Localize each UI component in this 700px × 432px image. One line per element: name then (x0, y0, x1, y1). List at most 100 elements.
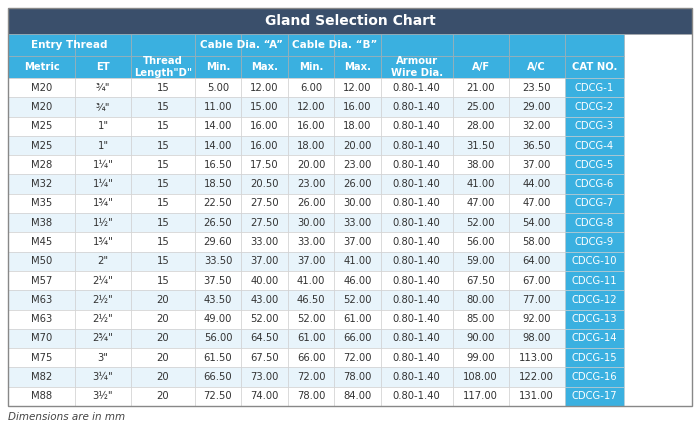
Bar (509, 271, 565, 290)
Text: 21.00: 21.00 (466, 83, 495, 92)
Text: M35: M35 (31, 198, 52, 208)
Text: 56.00: 56.00 (204, 334, 232, 343)
Text: CAT NO.: CAT NO. (571, 62, 617, 72)
Bar (75, 271, 131, 290)
Bar (75, 78, 131, 97)
Bar (335, 175, 381, 194)
Text: 47.00: 47.00 (522, 198, 551, 208)
Bar (335, 97, 381, 117)
Bar (453, 252, 509, 271)
Text: 90.00: 90.00 (466, 334, 495, 343)
Bar (241, 310, 288, 329)
Bar (8, 175, 75, 194)
Bar (131, 97, 195, 117)
Text: Gland Selection Chart: Gland Selection Chart (265, 14, 435, 28)
Text: 16.00: 16.00 (297, 121, 326, 131)
Text: ET: ET (96, 62, 110, 72)
Bar (288, 56, 335, 78)
Bar (335, 329, 381, 348)
Text: M57: M57 (31, 276, 52, 286)
Bar (8, 56, 75, 78)
Text: 1": 1" (97, 140, 108, 150)
Text: 2¾": 2¾" (92, 334, 113, 343)
Bar (565, 56, 624, 78)
Text: 26.00: 26.00 (297, 198, 326, 208)
Text: Max.: Max. (251, 62, 278, 72)
Bar (381, 348, 453, 367)
Bar (131, 232, 195, 252)
Bar (75, 117, 131, 136)
Bar (288, 387, 335, 406)
Bar (131, 56, 195, 78)
Text: 44.00: 44.00 (523, 179, 551, 189)
Text: CDCG-1: CDCG-1 (575, 83, 614, 92)
Bar (75, 367, 131, 387)
Bar (453, 387, 509, 406)
Bar (241, 34, 288, 56)
Text: 17.50: 17.50 (250, 160, 279, 170)
Bar (131, 34, 195, 56)
Text: M20: M20 (31, 102, 52, 112)
Text: 61.50: 61.50 (204, 353, 232, 363)
Bar (8, 136, 75, 155)
Bar (565, 136, 624, 155)
Text: 20: 20 (157, 372, 169, 382)
Bar (288, 175, 335, 194)
Bar (8, 97, 75, 117)
Text: 2¼": 2¼" (92, 276, 113, 286)
Text: 16.00: 16.00 (251, 121, 279, 131)
Text: 0.80-1.40: 0.80-1.40 (393, 102, 440, 112)
Text: 52.00: 52.00 (251, 314, 279, 324)
Bar (195, 387, 242, 406)
Bar (288, 329, 335, 348)
Bar (565, 194, 624, 213)
Text: 23.00: 23.00 (297, 179, 326, 189)
Text: 16.00: 16.00 (251, 140, 279, 150)
Bar (509, 155, 565, 175)
Text: 66.00: 66.00 (343, 334, 372, 343)
Bar (195, 34, 242, 56)
Bar (8, 367, 75, 387)
Text: CDCG-3: CDCG-3 (575, 121, 614, 131)
Bar (335, 78, 381, 97)
Bar (75, 252, 131, 271)
Bar (195, 97, 242, 117)
Text: 47.00: 47.00 (466, 198, 495, 208)
Text: Metric: Metric (24, 62, 60, 72)
Text: 0.80-1.40: 0.80-1.40 (393, 218, 440, 228)
Bar (131, 252, 195, 271)
Bar (381, 271, 453, 290)
Text: 20: 20 (157, 353, 169, 363)
Text: 2½": 2½" (92, 295, 113, 305)
Text: 30.00: 30.00 (297, 218, 325, 228)
Bar (241, 56, 288, 78)
Bar (565, 271, 624, 290)
Text: 2½": 2½" (92, 314, 113, 324)
Bar (8, 213, 75, 232)
Text: A/F: A/F (472, 62, 490, 72)
Text: 0.80-1.40: 0.80-1.40 (393, 160, 440, 170)
Bar (453, 290, 509, 310)
Text: 15: 15 (157, 140, 169, 150)
Bar (195, 329, 242, 348)
Text: CDCG-15: CDCG-15 (571, 353, 617, 363)
Bar (288, 290, 335, 310)
Bar (288, 213, 335, 232)
Text: 20: 20 (157, 391, 169, 401)
Text: 29.60: 29.60 (204, 237, 232, 247)
Text: Cable Dia. “A”: Cable Dia. “A” (199, 40, 283, 50)
Text: 46.50: 46.50 (297, 295, 326, 305)
Bar (8, 117, 75, 136)
Text: 0.80-1.40: 0.80-1.40 (393, 83, 440, 92)
Bar (565, 290, 624, 310)
Text: 98.00: 98.00 (522, 334, 551, 343)
Bar (453, 271, 509, 290)
Bar (75, 213, 131, 232)
Bar (453, 367, 509, 387)
Bar (335, 252, 381, 271)
Bar (565, 34, 624, 56)
Bar (131, 78, 195, 97)
Bar (195, 367, 242, 387)
Bar (241, 367, 288, 387)
Bar (241, 213, 288, 232)
